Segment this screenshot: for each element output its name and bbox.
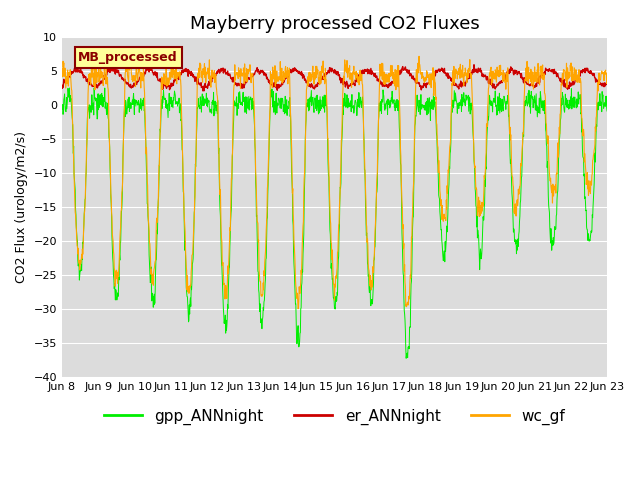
wc_gf — [604, 74, 611, 80]
gpp_ANNnight — [420, 102, 428, 108]
er_ANNnight — [420, 82, 428, 88]
wc_gf — [166, 69, 174, 75]
gpp_ANNnight — [241, 100, 248, 106]
wc_gf — [241, 81, 248, 86]
gpp_ANNnight — [180, 191, 188, 196]
Line: er_ANNnight: er_ANNnight — [62, 65, 607, 91]
er_ANNnight — [604, 81, 611, 87]
Text: MB_processed: MB_processed — [78, 51, 178, 64]
er_ANNnight — [241, 82, 248, 88]
wc_gf — [492, 67, 499, 72]
Line: gpp_ANNnight: gpp_ANNnight — [62, 88, 607, 358]
er_ANNnight — [166, 83, 174, 88]
wc_gf — [179, 179, 187, 185]
Line: wc_gf: wc_gf — [62, 56, 607, 309]
wc_gf — [420, 76, 428, 82]
er_ANNnight — [58, 85, 66, 91]
gpp_ANNnight — [403, 355, 410, 361]
er_ANNnight — [199, 88, 207, 94]
Legend: gpp_ANNnight, er_ANNnight, wc_gf: gpp_ANNnight, er_ANNnight, wc_gf — [98, 402, 572, 431]
gpp_ANNnight — [58, 107, 66, 112]
gpp_ANNnight — [492, 88, 499, 94]
Title: Mayberry processed CO2 Fluxes: Mayberry processed CO2 Fluxes — [190, 15, 479, 33]
Y-axis label: CO2 Flux (urology/m2/s): CO2 Flux (urology/m2/s) — [15, 132, 28, 283]
gpp_ANNnight — [604, 108, 611, 114]
wc_gf — [294, 306, 302, 312]
wc_gf — [415, 53, 423, 59]
wc_gf — [58, 68, 66, 73]
gpp_ANNnight — [90, 85, 98, 91]
er_ANNnight — [540, 70, 547, 76]
er_ANNnight — [470, 62, 478, 68]
wc_gf — [540, 73, 547, 79]
gpp_ANNnight — [540, 106, 547, 112]
er_ANNnight — [492, 86, 499, 92]
gpp_ANNnight — [166, 100, 174, 106]
er_ANNnight — [179, 70, 187, 75]
